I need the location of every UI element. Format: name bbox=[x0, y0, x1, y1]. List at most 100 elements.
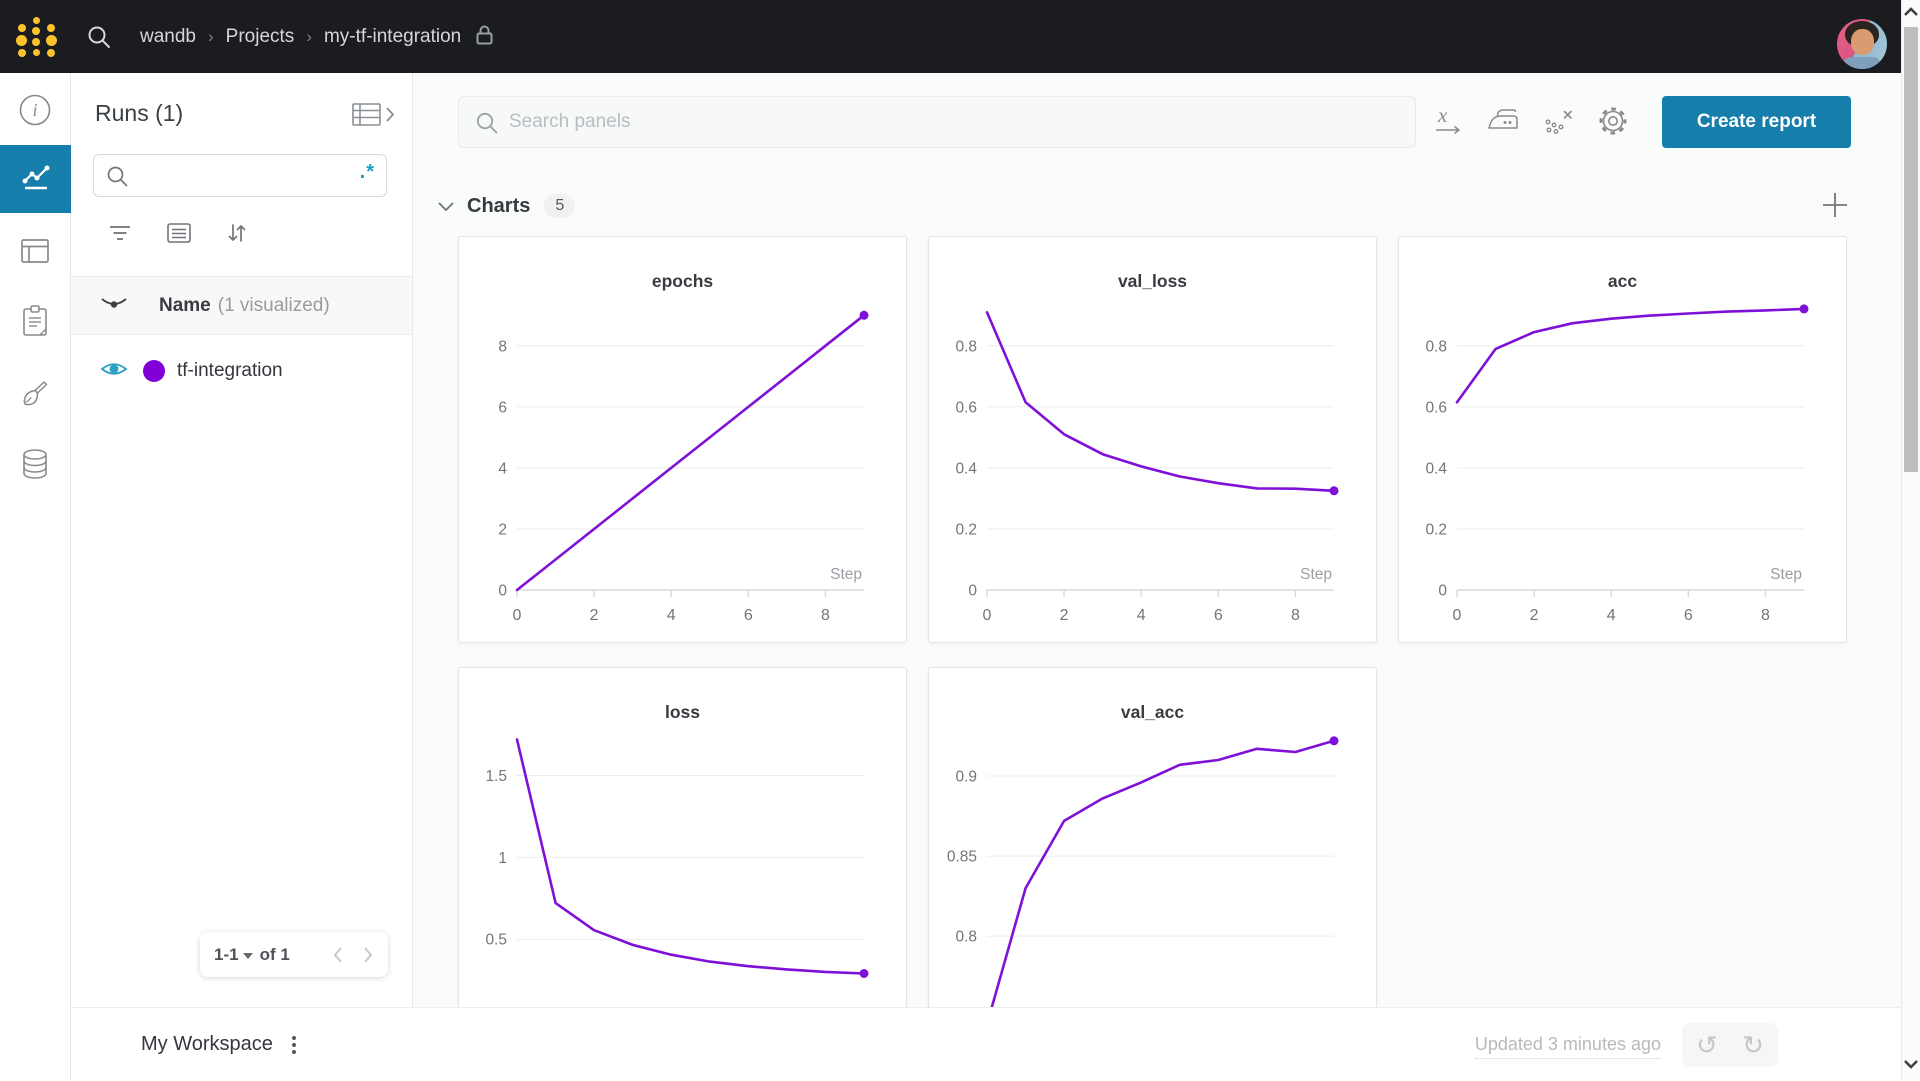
panel-card-loss[interactable]: 0.5 1 1.5 loss bbox=[458, 667, 907, 1074]
panel-card-val-loss[interactable]: 0.2 0.4 0.6 0.8 0 0 2 4 6 8 Step val_loss bbox=[928, 236, 1377, 643]
runs-table-toggle-button[interactable] bbox=[351, 100, 403, 130]
workspace-menu-kebab[interactable] bbox=[281, 1030, 307, 1060]
prev-page-button[interactable] bbox=[332, 946, 344, 964]
settings-gear-icon[interactable] bbox=[1593, 99, 1633, 143]
svg-text:0.2: 0.2 bbox=[955, 522, 977, 539]
chart-plot: 0.2 0.4 0.6 0.8 0 0 2 4 6 8 Step bbox=[1399, 237, 1848, 644]
svg-text:6: 6 bbox=[1214, 607, 1223, 624]
table-icon bbox=[19, 236, 51, 271]
runs-sidebar: Runs (1) .* Name (1 visualized) tf-integ bbox=[71, 73, 413, 1007]
create-report-button[interactable]: Create report bbox=[1662, 96, 1851, 148]
undo-icon[interactable]: ↺ bbox=[1696, 1030, 1718, 1060]
add-panel-button[interactable] bbox=[1818, 188, 1852, 222]
smoothing-iron-icon[interactable] bbox=[1483, 99, 1523, 143]
svg-text:0.85: 0.85 bbox=[947, 849, 977, 866]
group-list-icon[interactable] bbox=[166, 222, 192, 249]
scroll-down-arrow[interactable] bbox=[1903, 1057, 1919, 1075]
run-search-box: .* bbox=[93, 154, 387, 197]
private-lock-icon bbox=[475, 24, 494, 52]
panel-card-val-acc[interactable]: 0.8 0.85 0.9 val_acc bbox=[928, 667, 1377, 1074]
run-color-dot bbox=[143, 360, 165, 382]
run-visibility-eye-icon[interactable] bbox=[100, 359, 128, 384]
svg-text:0: 0 bbox=[968, 583, 977, 600]
runs-name-header-row[interactable]: Name (1 visualized) bbox=[71, 276, 412, 335]
chart-plot: 0.5 1 1.5 bbox=[459, 668, 908, 1075]
svg-text:1: 1 bbox=[498, 850, 507, 867]
sidebar-item-notes[interactable] bbox=[0, 303, 70, 343]
charts-section-title: Charts bbox=[467, 194, 531, 217]
chevron-down-icon[interactable] bbox=[437, 199, 455, 213]
svg-text:0.4: 0.4 bbox=[955, 460, 977, 477]
left-icon-rail: i bbox=[0, 73, 71, 1080]
next-page-button[interactable] bbox=[362, 946, 374, 964]
scroll-up-arrow[interactable] bbox=[1903, 5, 1919, 23]
runs-panel-title: Runs (1) bbox=[95, 100, 184, 126]
visualized-count: (1 visualized) bbox=[217, 294, 330, 316]
name-column-header: Name bbox=[159, 294, 211, 316]
page-scrollbar bbox=[1901, 0, 1920, 1080]
svg-text:6: 6 bbox=[744, 607, 753, 624]
chart-canvas: 0.5 1 1.5 bbox=[485, 738, 869, 978]
updated-timestamp[interactable]: Updated 3 minutes ago bbox=[1474, 1034, 1661, 1059]
svg-text:8: 8 bbox=[1291, 607, 1300, 624]
search-icon bbox=[106, 165, 129, 193]
breadcrumb-separator: › bbox=[208, 26, 214, 46]
breadcrumb: wandb › Projects › my-tf-integration bbox=[140, 0, 494, 73]
chart-plot: 0.2 0.4 0.6 0.8 0 0 2 4 6 8 Step bbox=[929, 237, 1378, 644]
svg-text:6: 6 bbox=[498, 399, 507, 416]
regex-toggle[interactable]: .* bbox=[359, 161, 375, 183]
svg-text:2: 2 bbox=[1060, 607, 1069, 624]
sidebar-item-artifacts[interactable] bbox=[0, 446, 70, 486]
panel-search-input[interactable] bbox=[507, 105, 1367, 139]
sidebar-item-sweeps[interactable] bbox=[0, 377, 70, 417]
redo-icon[interactable]: ↻ bbox=[1742, 1030, 1764, 1060]
breadcrumb-projects[interactable]: Projects bbox=[225, 25, 295, 47]
panel-card-epochs[interactable]: 2 4 6 8 0 0 2 4 6 8 Step epochs bbox=[458, 236, 907, 643]
panel-card-acc[interactable]: 0.2 0.4 0.6 0.8 0 0 2 4 6 8 Step acc bbox=[1398, 236, 1847, 643]
chart-title: val_acc bbox=[1120, 702, 1185, 722]
chart-plot: 0.8 0.85 0.9 bbox=[929, 668, 1378, 1075]
breadcrumb-entity[interactable]: wandb bbox=[140, 25, 196, 47]
svg-text:1.5: 1.5 bbox=[485, 768, 507, 785]
scrollbar-thumb[interactable] bbox=[1904, 27, 1918, 472]
run-row[interactable]: tf-integration bbox=[71, 348, 412, 394]
sidebar-item-overview[interactable]: i bbox=[0, 92, 70, 132]
wandb-logo-icon[interactable] bbox=[16, 13, 60, 61]
svg-text:4: 4 bbox=[667, 607, 676, 624]
svg-text:0: 0 bbox=[498, 583, 507, 600]
top-navbar: wandb › Projects › my-tf-integration bbox=[0, 0, 1901, 73]
sidebar-item-tables[interactable] bbox=[0, 233, 70, 273]
charts-section-header: Charts 5 bbox=[437, 186, 576, 226]
x-axis-settings-icon[interactable]: x bbox=[1428, 99, 1468, 143]
svg-text:0.6: 0.6 bbox=[955, 399, 977, 416]
page-range-dropdown[interactable]: 1-1 bbox=[214, 945, 253, 965]
user-avatar[interactable] bbox=[1837, 19, 1887, 69]
sort-icon[interactable] bbox=[225, 221, 249, 250]
svg-text:8: 8 bbox=[821, 607, 830, 624]
global-search-icon[interactable] bbox=[86, 24, 112, 50]
database-icon bbox=[20, 447, 50, 486]
workspace-name: My Workspace bbox=[141, 1033, 273, 1055]
svg-text:Step: Step bbox=[830, 566, 862, 583]
svg-text:8: 8 bbox=[498, 338, 507, 355]
sidebar-item-workspace[interactable] bbox=[0, 145, 71, 213]
svg-text:0: 0 bbox=[1453, 607, 1462, 624]
svg-text:0.4: 0.4 bbox=[1425, 460, 1447, 477]
svg-text:2: 2 bbox=[590, 607, 599, 624]
run-search-input[interactable] bbox=[136, 159, 336, 192]
svg-text:8: 8 bbox=[1761, 607, 1770, 624]
svg-text:0.5: 0.5 bbox=[485, 932, 507, 949]
chart-canvas: 2 4 6 8 00 2 4 6 8 Step bbox=[498, 310, 869, 624]
svg-text:4: 4 bbox=[498, 460, 507, 477]
chart-plot: 2 4 6 8 0 0 2 4 6 8 Step bbox=[459, 237, 908, 644]
filter-icon[interactable] bbox=[107, 222, 133, 249]
outliers-icon[interactable] bbox=[1538, 99, 1578, 143]
svg-text:0.6: 0.6 bbox=[1425, 399, 1447, 416]
svg-text:0.8: 0.8 bbox=[955, 338, 977, 355]
chart-canvas: 0.2 0.4 0.6 0.8 00 2 4 6 8 Step bbox=[955, 311, 1339, 624]
svg-text:0.9: 0.9 bbox=[955, 769, 977, 786]
eye-half-icon[interactable] bbox=[100, 295, 128, 316]
page-total: of 1 bbox=[259, 944, 290, 964]
svg-text:Step: Step bbox=[1770, 566, 1802, 583]
breadcrumb-project-name[interactable]: my-tf-integration bbox=[323, 25, 462, 47]
